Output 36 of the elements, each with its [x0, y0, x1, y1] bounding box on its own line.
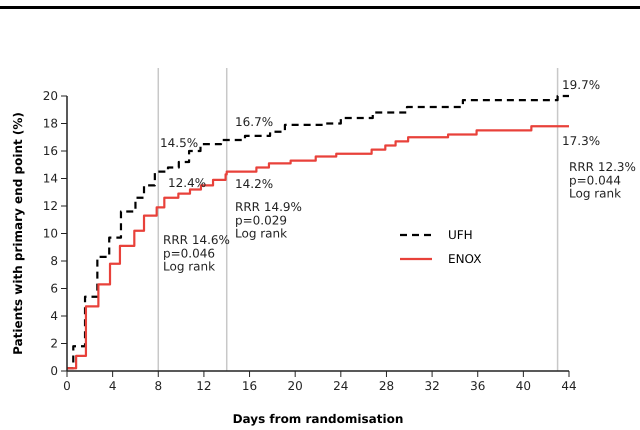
y-axis-title: Patients with primary end point (%) [11, 112, 25, 355]
x-tick-label: 40 [516, 379, 532, 393]
annotation: 14.2% [235, 177, 274, 192]
x-tick-label: 0 [63, 379, 71, 393]
annotation: RRR 14.9% p=0.029 Log rank [235, 200, 302, 241]
x-tick-label: 44 [561, 379, 577, 393]
text: 19.7% [562, 78, 600, 92]
x-tick-label: 24 [333, 379, 348, 393]
annotation: 14.5% [160, 136, 198, 150]
y-tick-label: 0 [50, 364, 58, 378]
legend-label: UFH [448, 228, 473, 242]
y-tick-label: 20 [42, 89, 58, 104]
legend-label: ENOX [448, 252, 482, 266]
x-tick-label: 12 [196, 379, 212, 393]
y-tick-label: 6 [50, 282, 58, 296]
x-tick-label: 28 [378, 379, 394, 393]
y-tick-label: 18 [42, 116, 58, 131]
x-tick-label: 32 [424, 379, 440, 393]
x-tick-label: 8 [154, 379, 162, 393]
text: RRR 12.3% p=0.044 Log rank [569, 160, 636, 201]
y-tick-label: 10 [42, 226, 58, 241]
y-tick-label: 8 [50, 254, 58, 268]
y-tick-label: 4 [50, 309, 58, 324]
x-tick-label: 4 [108, 379, 116, 393]
annotation: RRR 14.6% p=0.046 Log rank [163, 233, 230, 274]
y-tick-label: 16 [42, 144, 58, 158]
annotation: 17.3% [562, 134, 600, 148]
annotation: 12.4% [168, 176, 206, 190]
y-tick-label: 2 [50, 336, 58, 351]
x-tick-label: 16 [242, 379, 258, 393]
x-tick-label: 36 [470, 379, 486, 393]
y-tick-label: 12 [42, 199, 58, 214]
x-axis-title: Days from randomisation [232, 412, 404, 426]
annotation: 16.7% [235, 115, 274, 130]
y-tick-label: 14 [42, 172, 58, 186]
x-tick-label: 20 [288, 379, 303, 393]
